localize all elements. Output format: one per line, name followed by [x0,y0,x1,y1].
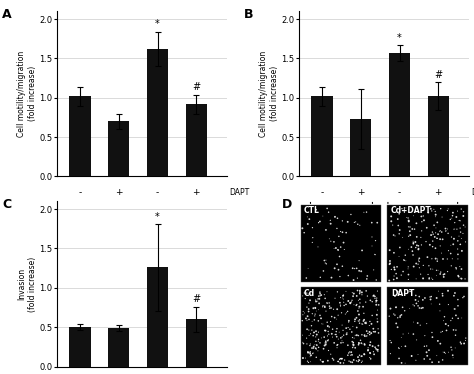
Bar [108,122,129,177]
Point [459,233,466,239]
Point [417,205,425,211]
Text: *: * [155,212,160,222]
Text: #: # [192,82,201,92]
Text: *: * [155,19,160,29]
Text: +: + [192,188,200,197]
Point [462,148,470,154]
Text: CTL: CTL [304,206,320,215]
Text: Cd+DAPT: Cd+DAPT [391,206,432,215]
Bar [389,53,410,177]
Y-axis label: Cell motility/migration
(fold increase): Cell motility/migration (fold increase) [18,51,37,137]
Bar [311,96,333,177]
Text: -: - [320,188,324,197]
Point [465,154,472,160]
Text: #: # [434,70,442,80]
Bar [108,328,129,367]
Text: Cd 100 μM: Cd 100 μM [149,220,193,229]
Text: DAPT: DAPT [471,188,474,197]
Point [468,244,474,250]
Point [416,61,423,67]
Bar [428,96,449,177]
Bar [186,319,207,367]
Text: -: - [398,188,401,197]
Text: DAPT: DAPT [391,289,414,298]
Text: Cd: Cd [304,289,315,298]
Y-axis label: Cell motility/migration
(fold increase): Cell motility/migration (fold increase) [259,51,279,137]
Text: CTL: CTL [76,220,92,229]
Text: DAPT: DAPT [229,188,249,197]
Bar [186,104,207,177]
Bar [70,327,91,367]
Text: +: + [357,188,365,197]
Text: -: - [156,188,159,197]
Text: A: A [2,8,12,21]
Text: B: B [244,8,254,21]
Text: -: - [79,188,82,197]
Text: #: # [192,294,201,304]
Text: CTL: CTL [319,220,334,229]
Point [440,204,447,210]
Bar [147,49,168,177]
Bar [147,267,168,367]
Point [454,76,461,82]
Bar [350,119,372,177]
Bar [70,96,91,177]
Y-axis label: Invasion
(fold increase): Invasion (fold increase) [18,256,37,312]
Text: Cd 5 μM: Cd 5 μM [396,220,430,229]
Point [418,203,425,209]
Text: +: + [115,188,123,197]
Point [422,72,430,78]
Point [450,23,458,29]
Point [413,0,421,1]
Text: +: + [435,188,442,197]
Text: *: * [397,33,402,43]
Text: D: D [282,198,292,211]
Text: C: C [2,198,11,211]
